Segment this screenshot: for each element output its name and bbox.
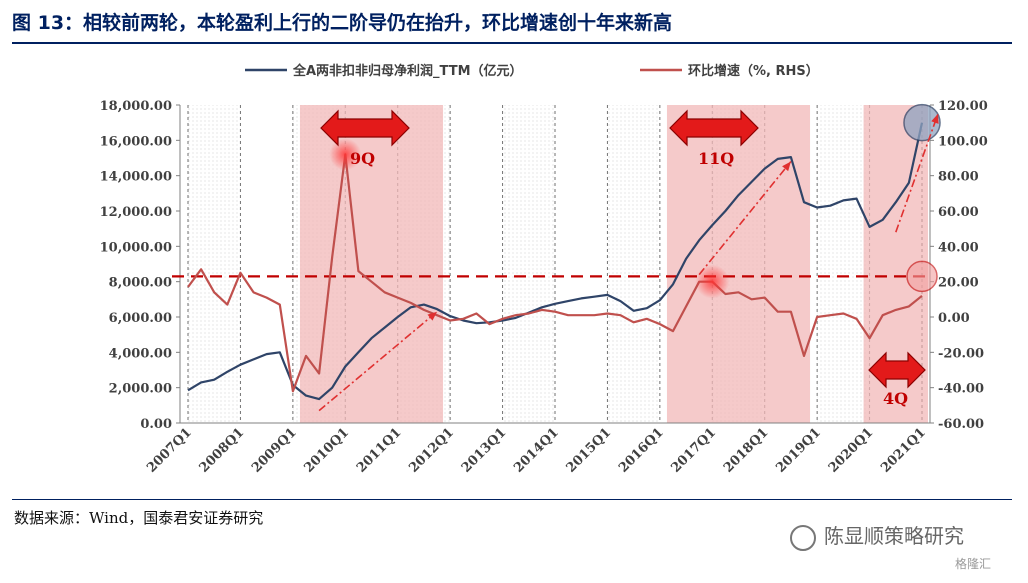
highlight-band [299, 105, 444, 423]
title-rule [12, 42, 1012, 44]
profit-ttm-line [187, 122, 924, 401]
trend-arrow-line [318, 311, 438, 412]
period-arrow-4q [868, 351, 926, 389]
right-tick-label: 100.00 [938, 134, 988, 149]
left-tick-label: 10,000.00 [100, 240, 172, 255]
x-tick-label: 2010Q1 [302, 425, 353, 476]
x-tick-label: 2017Q1 [669, 425, 720, 476]
x-tick-label: 2011Q1 [354, 425, 405, 476]
x-tick-label: 2019Q1 [773, 425, 824, 476]
watermark-text: 陈显顺策略研究 [824, 524, 964, 548]
wechat-icon [790, 524, 816, 551]
highlight-band [666, 105, 811, 423]
period-label: 9Q [350, 149, 375, 168]
right-tick-label: 40.00 [938, 240, 979, 255]
left-tick-label: 16,000.00 [100, 134, 172, 149]
year-stripe [502, 105, 555, 423]
profit-peak-circle [903, 103, 941, 142]
x-tick-label: 2016Q1 [616, 425, 667, 476]
x-tick-label: 2020Q1 [826, 425, 877, 476]
x-tick-label: 2013Q1 [459, 425, 510, 476]
x-tick-label: 2014Q1 [511, 425, 562, 476]
trend-arrow-head [427, 311, 438, 321]
right-tick-label: 80.00 [938, 170, 979, 185]
left-tick-label: 2,000.00 [109, 382, 172, 397]
left-tick-label: 12,000.00 [100, 205, 172, 220]
left-tick-label: 18,000.00 [100, 99, 172, 114]
right-tick-label: 60.00 [938, 205, 979, 220]
year-stripe [817, 105, 870, 423]
period-label: 4Q [883, 389, 908, 408]
qoq-growth-line [187, 153, 923, 393]
footer-rule [12, 499, 1012, 500]
source-note: 数据来源：Wind，国泰君安证券研究 [14, 509, 264, 527]
year-stripe [607, 105, 660, 423]
trend-arrow-line [895, 113, 939, 233]
left-tick-label: 8,000.00 [109, 276, 172, 291]
right-tick-label: 120.00 [938, 99, 988, 114]
right-tick-label: 0.00 [938, 311, 970, 326]
right-tick-label: -20.00 [938, 346, 984, 361]
highlight-glow [695, 264, 730, 299]
trend-arrow-head [931, 113, 939, 124]
x-tick-label: 2007Q1 [144, 425, 195, 476]
trend-arrow-head [782, 161, 791, 172]
growth-peak-circle [906, 260, 938, 293]
right-tick-label: -60.00 [938, 417, 984, 432]
watermark-logo: 格隆汇 [955, 557, 992, 571]
x-tick-label: 2018Q1 [721, 425, 772, 476]
period-arrow-9q [320, 109, 410, 147]
left-tick-label: 4,000.00 [109, 346, 172, 361]
legend-label: 环比增速（%, RHS） [688, 63, 819, 79]
x-tick-label: 2012Q1 [406, 425, 457, 476]
right-tick-label: -40.00 [938, 382, 984, 397]
left-tick-label: 14,000.00 [100, 170, 172, 185]
x-tick-label: 2021Q1 [878, 425, 929, 476]
legend-label: 全A两非扣非归母净利润_TTM（亿元） [292, 63, 523, 79]
left-tick-label: 0.00 [140, 417, 172, 432]
highlight-glow [329, 138, 362, 171]
series [187, 122, 924, 401]
year-stripe [188, 105, 241, 423]
right-tick-label: 20.00 [938, 276, 979, 291]
watermark: 陈显顺策略研究 [790, 520, 964, 551]
x-tick-label: 2015Q1 [564, 425, 615, 476]
x-tick-label: 2009Q1 [249, 425, 300, 476]
x-tick-label: 2008Q1 [197, 425, 248, 476]
plot-background [180, 105, 930, 423]
legend: 全A两非扣非归母净利润_TTM（亿元） 环比增速（%, RHS） [245, 63, 819, 79]
left-tick-label: 6,000.00 [109, 311, 172, 326]
page-title: 图 13：相较前两轮，本轮盈利上行的二阶导仍在抬升，环比增速创十年来新高 [12, 12, 673, 34]
annotations: 9Q 11Q 4Q [318, 103, 941, 412]
chart: 0.00 2,000.00 4,000.00 6,000.00 8,000.00 10,0… [100, 63, 988, 476]
period-arrow-11q [669, 109, 759, 147]
period-label: 11Q [698, 149, 734, 168]
